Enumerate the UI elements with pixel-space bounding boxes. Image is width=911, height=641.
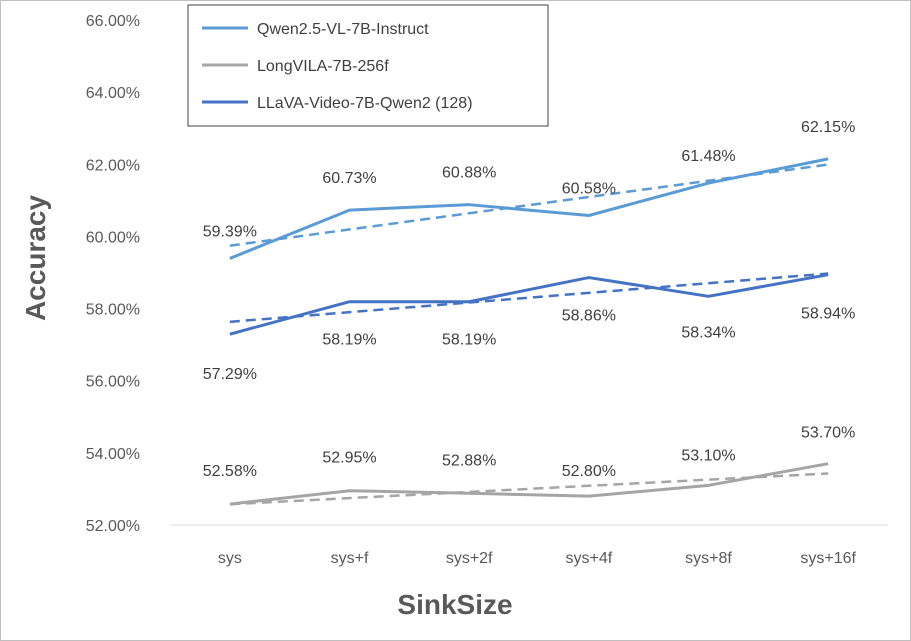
data-label: 57.29% [203, 366, 257, 383]
data-label: 52.95% [322, 450, 376, 467]
data-label: 58.94% [801, 306, 855, 323]
data-label: 58.19% [442, 332, 496, 349]
series-line-qwen2-5-vl-7b-instruct [229, 157, 829, 260]
x-tick-label: sys+8f [685, 550, 732, 567]
x-tick-label: sys+16f [800, 550, 856, 567]
data-labels: 59.39% 60.73% 60.88% 60.58% 61.48% 62.15% 52.5… [203, 119, 856, 480]
trendline-llava-video-7b-qwen2-128 [229, 272, 829, 324]
data-label: 59.39% [203, 223, 257, 240]
x-axis-title: SinkSize [397, 589, 512, 620]
trendlines [229, 163, 829, 506]
y-tick-label: 56.00% [86, 374, 140, 391]
series-line-longvila-7b-256f [229, 462, 829, 506]
data-label: 60.58% [562, 181, 616, 198]
x-tick-label: sys+f [331, 550, 369, 567]
data-label: 52.58% [203, 463, 257, 480]
y-tick-label: 66.00% [86, 13, 140, 30]
data-label: 52.80% [562, 463, 616, 480]
y-tick-labels: 52.00% 54.00% 56.00% 58.00% 60.00% 62.00% 64.0… [86, 13, 140, 535]
y-tick-label: 54.00% [86, 446, 140, 463]
data-label: 58.34% [681, 324, 735, 341]
x-tick-labels: sys sys+f sys+2f sys+4f sys+8f sys+16f [218, 550, 857, 567]
data-label: 58.19% [322, 332, 376, 349]
y-tick-label: 62.00% [86, 157, 140, 174]
y-tick-label: 64.00% [86, 85, 140, 102]
data-label: 58.86% [562, 308, 616, 325]
y-tick-label: 52.00% [86, 518, 140, 535]
data-label: 60.88% [442, 165, 496, 182]
series-lines [229, 157, 829, 506]
data-label: 52.88% [442, 452, 496, 469]
y-tick-label: 58.00% [86, 302, 140, 319]
data-label: 60.73% [322, 170, 376, 187]
data-label: 53.70% [801, 425, 855, 442]
x-tick-label: sys+2f [446, 550, 493, 567]
trendline-longvila-7b-256f [229, 472, 829, 506]
legend-label: LongVILA-7B-256f [257, 58, 389, 75]
legend: Qwen2.5-VL-7B-Instruct LongVILA-7B-256f LL… [187, 4, 549, 127]
x-tick-label: sys [218, 550, 242, 567]
legend-label: Qwen2.5-VL-7B-Instruct [257, 21, 429, 38]
series-line-llava-video-7b-qwen2-128 [229, 273, 829, 336]
y-tick-label: 60.00% [86, 229, 140, 246]
y-axis-title: Accuracy [20, 195, 51, 322]
data-label: 61.48% [681, 148, 735, 165]
legend-label: LLaVA-Video-7B-Qwen2 (128) [257, 95, 473, 112]
x-tick-label: sys+4f [565, 550, 612, 567]
data-label: 53.10% [681, 447, 735, 464]
data-label: 62.15% [801, 119, 855, 136]
